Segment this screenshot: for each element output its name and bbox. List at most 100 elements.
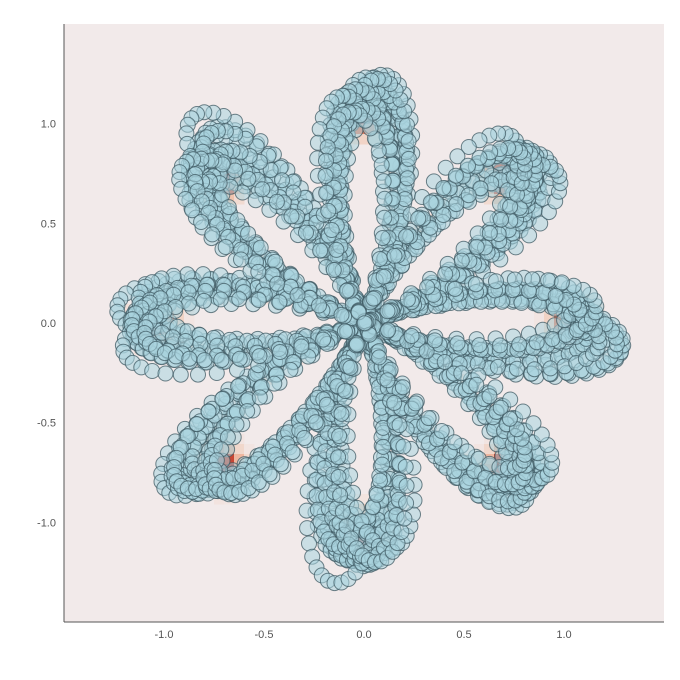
scatter-point: [212, 291, 229, 308]
scatter-point: [217, 239, 234, 255]
scatter-point: [250, 263, 267, 280]
scatter-point: [184, 202, 201, 219]
scatter-point: [386, 247, 403, 264]
scatter-point: [252, 239, 269, 256]
scatter-point: [285, 184, 302, 201]
scatter-point: [399, 291, 416, 308]
scatter-point: [460, 139, 477, 155]
scatter-point: [261, 466, 278, 483]
scatter-point: [371, 251, 388, 267]
scatter-point: [379, 303, 396, 320]
scatter-point: [330, 469, 347, 485]
x-tick-label: 0.0: [356, 629, 371, 641]
scatter-point: [422, 194, 439, 211]
scatter-point: [376, 190, 393, 207]
scatter-point: [373, 157, 390, 173]
scatter-point: [179, 428, 196, 445]
scatter-point: [172, 366, 189, 383]
scatter-point: [376, 209, 393, 226]
scatter-point: [493, 211, 509, 228]
scatter-point: [447, 167, 464, 184]
scatter-point: [371, 349, 388, 366]
scatter-point: [547, 288, 564, 304]
scatter-point: [453, 252, 470, 269]
scatter-point: [544, 331, 561, 347]
scatter-point: [375, 173, 392, 190]
y-tick-labels: -1.0 -0.5 0.0 0.5 1.0: [37, 119, 56, 530]
scatter-point: [467, 276, 484, 293]
scatter-point: [231, 350, 248, 367]
scatter-point: [239, 403, 256, 420]
scatter-point: [460, 187, 477, 204]
scatter-point: [296, 430, 313, 446]
heatmap-cell: [244, 444, 255, 455]
scatter-point: [436, 354, 453, 370]
scatter-point: [318, 152, 334, 169]
y-tick-label: 0.0: [41, 318, 56, 330]
scatter-point: [345, 484, 361, 501]
scatter-point: [348, 336, 365, 353]
scatter-point: [426, 332, 443, 349]
scatter-point: [189, 416, 205, 433]
y-tick-label: -1.0: [37, 517, 56, 529]
scatter-point: [229, 212, 246, 229]
heatmap-cell: [234, 444, 245, 455]
scatter-point: [515, 403, 531, 420]
heatmap-cell: [534, 314, 545, 325]
scatter-point: [449, 148, 466, 165]
scatter-point: [513, 294, 530, 311]
scatter-point: [274, 172, 290, 189]
scatter-point: [157, 365, 174, 382]
scatter-point: [251, 348, 268, 365]
scatter-point: [268, 193, 285, 210]
scatter-point: [233, 251, 249, 268]
scatter-point: [397, 458, 414, 475]
scatter-point: [272, 344, 289, 360]
scatter-point: [301, 535, 317, 552]
scatter-point: [379, 372, 396, 389]
scatter-point: [193, 214, 210, 230]
scatter-point: [375, 438, 392, 455]
scatter-point: [336, 323, 353, 340]
scatter-point: [180, 295, 197, 312]
scatter-point: [144, 363, 161, 379]
scatter-point: [468, 376, 485, 393]
x-tick-label: -1.0: [155, 629, 174, 641]
x-tick-label: -0.5: [255, 629, 274, 641]
scatter-point: [435, 207, 452, 223]
scatter-point: [524, 271, 541, 288]
scatter-point: [220, 199, 237, 216]
scatter-point: [448, 196, 465, 213]
x-tick-labels: -1.0 -0.5 0.0 0.5 1.0: [155, 629, 572, 641]
heatmap-cell: [354, 494, 365, 505]
scatter-point: [289, 287, 306, 303]
scatter-point: [196, 352, 213, 369]
scatter-point: [471, 149, 488, 166]
heatmap-cell: [474, 444, 485, 455]
scatter-point: [374, 230, 391, 246]
axes: -1.0 -0.5 0.0 0.5 1.0 -1.0 -0.5 0.0 0.5 1.0: [37, 24, 664, 641]
scatter-point: [266, 375, 283, 392]
scatter-point: [338, 282, 355, 299]
scatter-point: [460, 157, 476, 174]
x-tick-label: 0.5: [456, 629, 471, 641]
scatter-point: [251, 389, 268, 406]
scatter-point: [374, 456, 391, 473]
scatter-points: [109, 66, 632, 592]
scatter-point: [400, 150, 417, 167]
x-tick-label: 1.0: [556, 629, 571, 641]
scatter-point: [190, 366, 206, 383]
scatter-point: [333, 405, 350, 422]
scatter-point: [271, 294, 288, 311]
scatter-point: [403, 328, 420, 344]
scatter-point: [553, 274, 570, 291]
scatter-point: [320, 202, 337, 219]
scatter-point: [282, 361, 299, 378]
scatter-point: [511, 336, 528, 353]
heatmap-cell: [214, 494, 225, 505]
heatmap-cell: [184, 314, 195, 325]
scatter-point: [449, 335, 466, 352]
scatter-point: [342, 359, 359, 376]
scatter-point: [533, 426, 550, 443]
scatter-point: [453, 365, 470, 382]
